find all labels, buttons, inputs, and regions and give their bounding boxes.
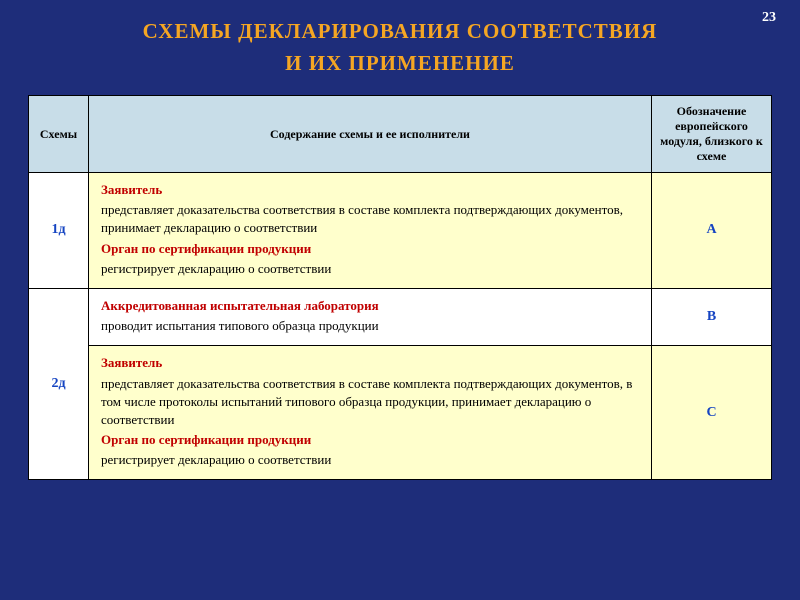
- actor-label: Заявитель: [101, 355, 162, 370]
- table-row: 1д Заявитель представляет доказательства…: [29, 173, 772, 289]
- module-code: B: [652, 288, 772, 345]
- actor-text: регистрирует декларацию о соответствии: [101, 260, 639, 278]
- actor-text: представляет доказательства соответствия…: [101, 201, 639, 237]
- table-container: Схемы Содержание схемы и ее исполнители …: [0, 79, 800, 480]
- actor-label: Аккредитованная испытательная лаборатори…: [101, 298, 379, 313]
- title-line-1: СХЕМЫ ДЕКЛАРИРОВАНИЯ СООТВЕТСТВИЯ: [0, 16, 800, 48]
- scheme-content: Аккредитованная испытательная лаборатори…: [89, 288, 652, 345]
- module-code: C: [652, 346, 772, 480]
- page-number: 23: [762, 10, 776, 26]
- slide-title: СХЕМЫ ДЕКЛАРИРОВАНИЯ СООТВЕТСТВИЯ И ИХ П…: [0, 0, 800, 79]
- scheme-content: Заявитель представляет доказательства со…: [89, 173, 652, 289]
- actor-text: проводит испытания типового образца прод…: [101, 317, 639, 335]
- actor-label: Заявитель: [101, 182, 162, 197]
- header-module: Обозначение европейского модуля, близког…: [652, 96, 772, 173]
- title-line-2: И ИХ ПРИМЕНЕНИЕ: [0, 48, 800, 80]
- actor-text: регистрирует декларацию о соответствии: [101, 451, 639, 469]
- table-header-row: Схемы Содержание схемы и ее исполнители …: [29, 96, 772, 173]
- scheme-content: Заявитель представляет доказательства со…: [89, 346, 652, 480]
- table-row: 2д Аккредитованная испытательная лаборат…: [29, 288, 772, 345]
- scheme-code: 1д: [29, 173, 89, 289]
- scheme-code: 2д: [29, 288, 89, 480]
- actor-label: Орган по сертификации продукции: [101, 241, 311, 256]
- header-content: Содержание схемы и ее исполнители: [89, 96, 652, 173]
- actor-text: представляет доказательства соответствия…: [101, 375, 639, 430]
- schemes-table: Схемы Содержание схемы и ее исполнители …: [28, 95, 772, 480]
- module-code: A: [652, 173, 772, 289]
- table-row: Заявитель представляет доказательства со…: [29, 346, 772, 480]
- actor-label: Орган по сертификации продукции: [101, 432, 311, 447]
- header-schemes: Схемы: [29, 96, 89, 173]
